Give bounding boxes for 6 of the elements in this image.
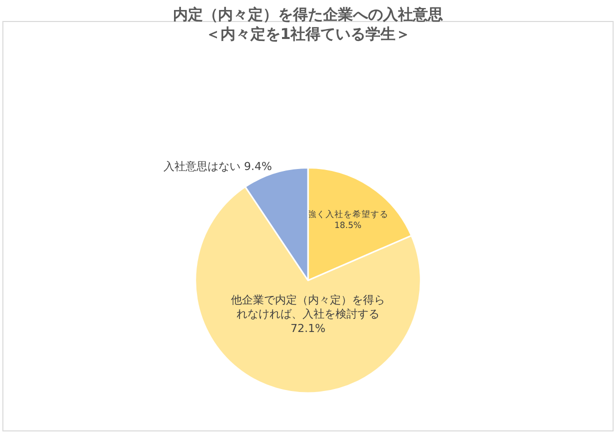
slice-label: 入社意思はない 9.4% bbox=[164, 160, 272, 174]
chart-title: 内定（内々定）を得た企業への入社意思 bbox=[173, 6, 443, 24]
chart-subtitle: ＜内々定を1社得ている学生＞ bbox=[205, 25, 411, 44]
data-label: 18.5% bbox=[334, 220, 362, 231]
data-label: 72.1% bbox=[290, 322, 326, 335]
slice-label: 他企業で内定（内々定）を得られなければ、入社を検討する bbox=[231, 293, 385, 321]
